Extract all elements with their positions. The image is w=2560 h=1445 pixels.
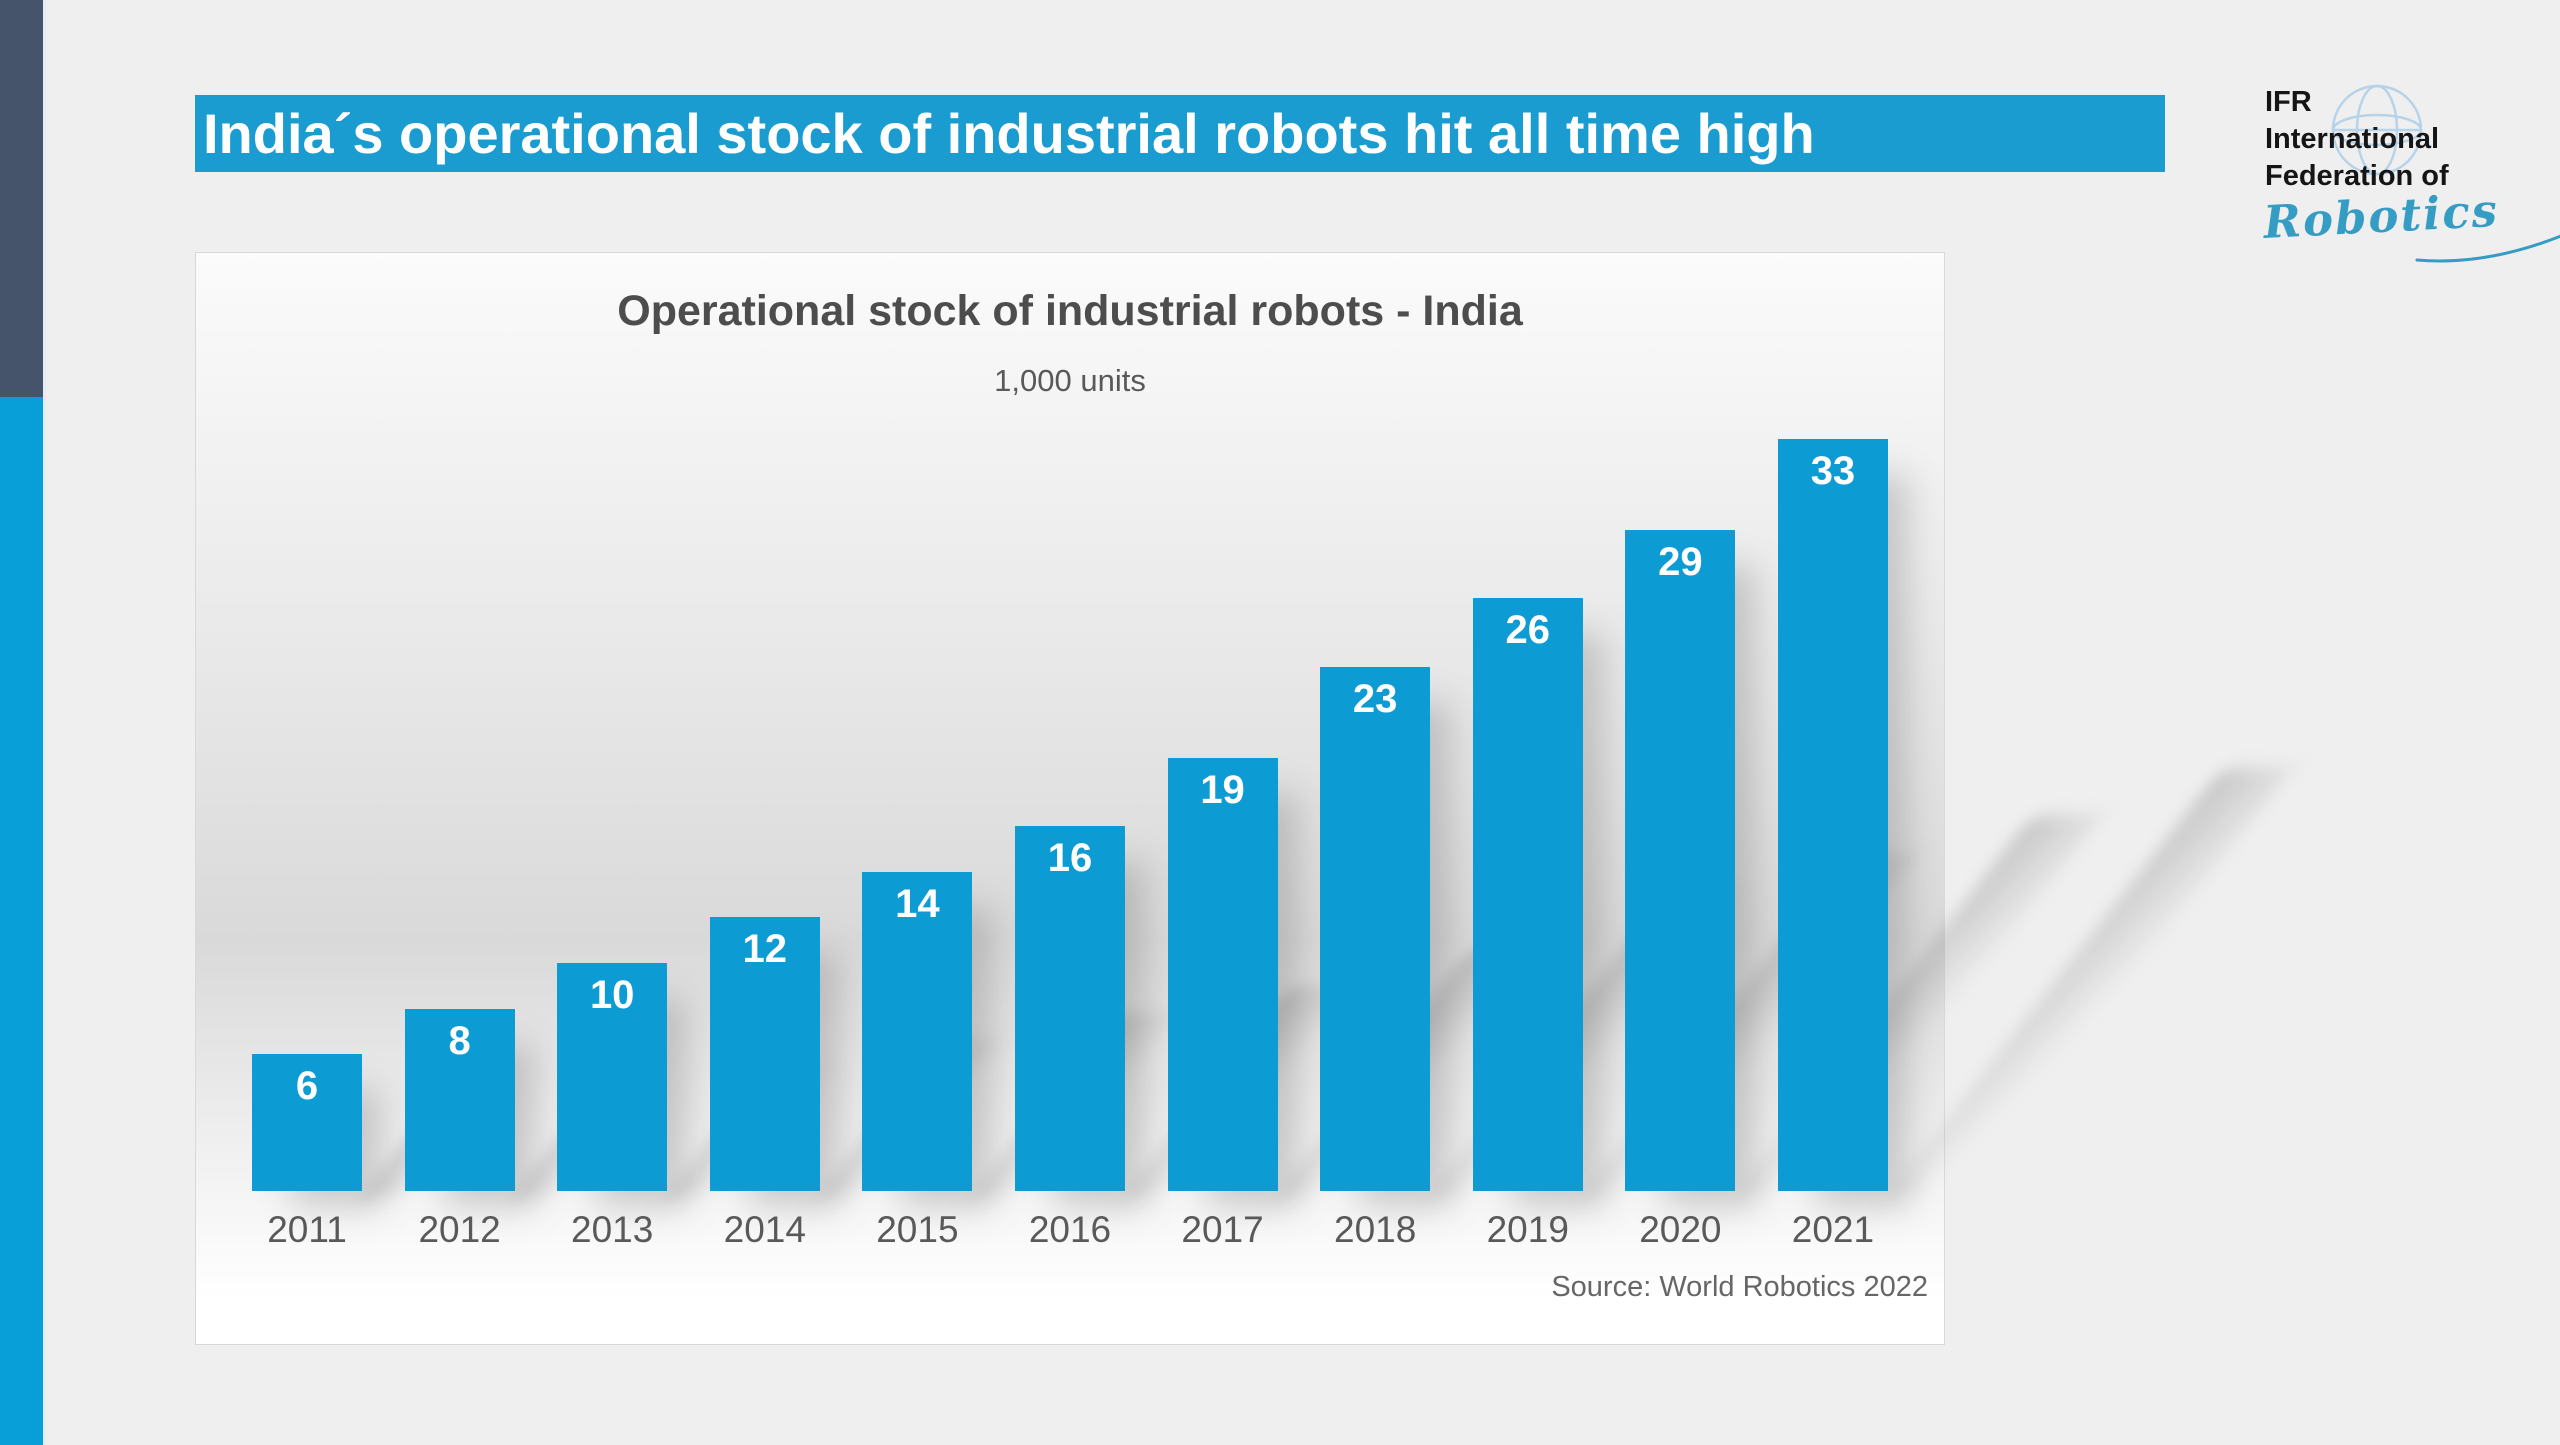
logo-line-federation: Federation of — [2265, 160, 2449, 192]
bar-2021: 33 — [1777, 439, 2293, 1199]
bar-2014: 12 — [709, 917, 1013, 1199]
bar-2017: 19 — [1167, 758, 1543, 1199]
bar-value-label: 26 — [1505, 608, 1551, 652]
ifr-logo: IFR International Federation of Robotics — [2262, 84, 2560, 263]
bar-value-label: 10 — [589, 973, 635, 1017]
bar-value-label: 6 — [295, 1064, 319, 1108]
x-axis-label: 2020 — [1639, 1209, 1722, 1250]
headline-text: India´s operational stock of industrial … — [203, 102, 1815, 165]
bar-2019: 26 — [1472, 598, 1921, 1199]
logo-line-ifr: IFR — [2265, 86, 2312, 118]
bar-value-label: 29 — [1658, 540, 1703, 584]
side-rail-navy — [0, 0, 46, 397]
x-axis-label: 2013 — [571, 1209, 654, 1250]
x-axis-label: 2021 — [1791, 1209, 1875, 1250]
globe-icon — [2331, 84, 2423, 176]
bar-value-label: 14 — [895, 882, 940, 926]
x-axis-label: 2019 — [1486, 1209, 1569, 1250]
x-axis-label: 2016 — [1028, 1209, 1112, 1250]
logo-swash — [2415, 234, 2560, 263]
x-axis-label: 2012 — [418, 1209, 501, 1250]
x-axis-label: 2018 — [1334, 1209, 1417, 1250]
source-note: Source: World Robotics 2022 — [1551, 1271, 1928, 1303]
bar-value-label: 12 — [742, 927, 788, 971]
bar-2018: 23 — [1320, 667, 1737, 1199]
chart-panel: Operational stock of industrial robots -… — [195, 252, 2293, 1345]
logo-line-international: International — [2265, 123, 2440, 155]
headline-banner: India´s operational stock of industrial … — [195, 95, 2165, 172]
x-axis-label: 2014 — [723, 1209, 806, 1250]
plot-area: 6 8 10 12 14 16 19 23 26 29 33 — [252, 253, 2293, 1199]
side-rail-cyan — [0, 397, 46, 1445]
x-axis-label: 2011 — [267, 1209, 347, 1250]
bar-2016: 16 — [1014, 826, 1360, 1199]
bar-value-label: 33 — [1810, 449, 1856, 493]
bar-2013: 10 — [557, 963, 840, 1199]
chart-title: Operational stock of industrial robots -… — [617, 287, 1523, 335]
bar-value-label: 23 — [1352, 677, 1398, 721]
bar-2020: 29 — [1625, 530, 2104, 1199]
bar-2011: 6 — [252, 1054, 493, 1199]
x-axis-label: 2015 — [876, 1209, 959, 1250]
x-axis-labels: 2011 2012 2013 2014 2015 2016 2017 2018 2019 2020… — [252, 1209, 1888, 1251]
x-axis-label: 2017 — [1181, 1209, 1264, 1250]
bar-value-label: 16 — [1047, 836, 1093, 880]
bar-value-label: 19 — [1200, 768, 1245, 812]
bar-2012: 8 — [404, 1009, 666, 1199]
chart-subtitle: 1,000 units — [994, 363, 1146, 398]
bar-value-label: 8 — [448, 1019, 471, 1063]
bar-2015: 14 — [862, 872, 1186, 1199]
